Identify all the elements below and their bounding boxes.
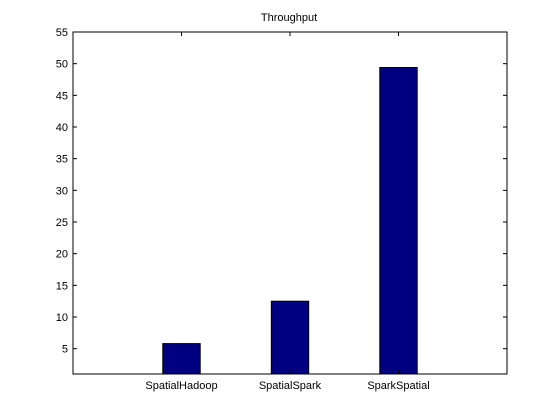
x-tick-label: SpatialHadoop (145, 380, 217, 392)
y-tick-label: 35 (56, 154, 68, 166)
x-tick-label: SpatialSpark (259, 380, 322, 392)
y-tick-label: 30 (56, 185, 68, 197)
bar-spatialhadoop (162, 343, 201, 375)
bar-sparkspatial (379, 67, 418, 375)
y-tick-label: 20 (56, 249, 68, 261)
x-tick-label: SparkSpatial (367, 380, 429, 392)
y-tick-label: 40 (56, 122, 68, 134)
y-tick-label: 5 (62, 344, 68, 356)
y-tick-label: 50 (56, 59, 68, 71)
y-tick-label: 55 (56, 27, 68, 39)
y-tick-label: 25 (56, 217, 68, 229)
y-axis-ticks: 5 10 15 20 25 30 35 40 45 50 55 (56, 27, 507, 356)
y-tick-label: 10 (56, 312, 68, 324)
x-axis-ticks: SpatialHadoop SpatialSpark SparkSpatial (145, 32, 430, 392)
bars (162, 67, 418, 375)
chart-title: Throughput (261, 12, 317, 24)
y-tick-label: 15 (56, 280, 68, 292)
y-tick-label: 45 (56, 90, 68, 102)
bar-spatialspark (270, 300, 310, 375)
